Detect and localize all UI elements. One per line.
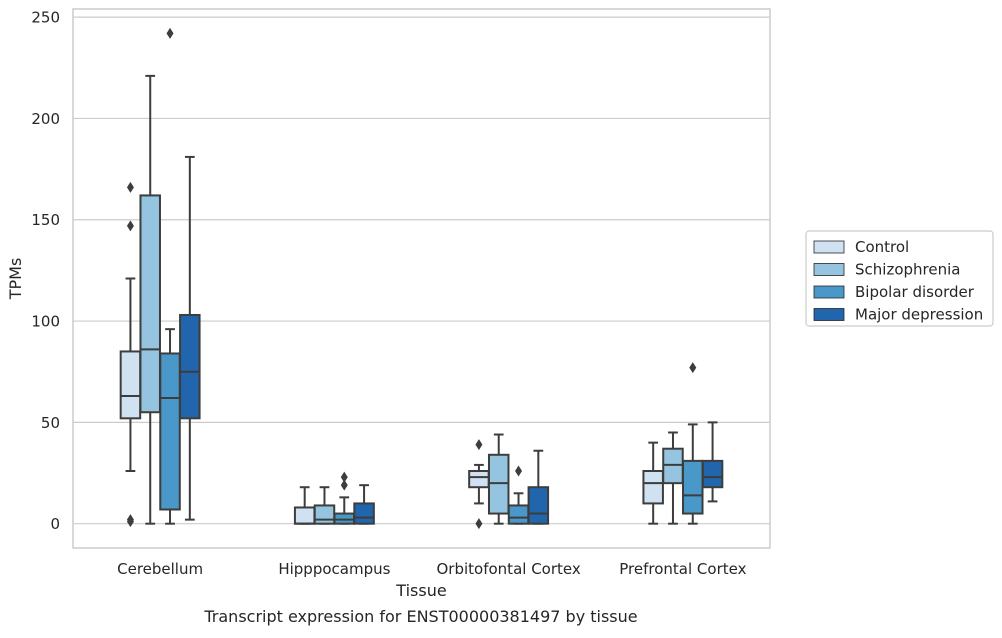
- box-iqr: [701, 459, 724, 489]
- box-control: [642, 441, 664, 525]
- box-iqr: [179, 313, 201, 420]
- outlier-point: [340, 471, 348, 483]
- outlier-point: [515, 465, 523, 477]
- box-control: [468, 439, 490, 530]
- x-tick-label: Cerebellum: [117, 560, 203, 578]
- y-tick-label: 50: [41, 414, 60, 432]
- box-control: [119, 181, 142, 528]
- legend-swatch: [813, 308, 845, 321]
- box-control: [293, 486, 316, 525]
- legend: Control Schizophrenia Bipolar disorder Majo…: [805, 230, 994, 327]
- outlier-point: [340, 479, 348, 491]
- box-iqr: [119, 350, 142, 420]
- box-iqr: [487, 453, 510, 515]
- legend-frame: [805, 230, 994, 327]
- box-iqr: [139, 194, 161, 414]
- box-schizophrenia: [313, 486, 336, 525]
- box-iqr: [507, 504, 530, 525]
- box-iqr: [527, 486, 550, 525]
- y-tick-label: 100: [31, 313, 60, 331]
- box-schizophrenia: [487, 433, 510, 525]
- legend-swatch: [813, 240, 845, 254]
- box-schizophrenia: [662, 431, 684, 525]
- x-tick-labels: Cerebellum Hipppocampus Orbitofontal Corte…: [117, 560, 746, 578]
- box-major-depression: [701, 421, 724, 503]
- legend-swatch: [813, 285, 845, 299]
- legend-label: Major depression: [855, 306, 983, 324]
- x-axis-label: Tissue: [395, 581, 446, 600]
- box-iqr: [353, 502, 375, 525]
- box-iqr: [333, 512, 356, 525]
- box-schizophrenia: [139, 74, 161, 525]
- figure-caption: Transcript expression for ENST0000038149…: [203, 607, 637, 626]
- boxes: [119, 27, 724, 530]
- outlier-point: [475, 518, 483, 530]
- y-tick-labels: 0 50 100 150 200 250: [31, 9, 60, 534]
- outlier-point: [475, 439, 483, 451]
- legend-label: Schizophrenia: [855, 261, 960, 279]
- legend-label: Control: [855, 238, 909, 256]
- outlier-point: [166, 27, 174, 39]
- x-tick-label: Prefrontal Cortex: [619, 560, 746, 578]
- box-iqr: [313, 504, 336, 525]
- box-bipolar-disorder: [682, 362, 704, 525]
- box-iqr: [662, 447, 684, 485]
- box-bipolar-disorder: [333, 471, 356, 525]
- legend-label: Bipolar disorder: [855, 283, 975, 301]
- y-tick-label: 250: [31, 9, 60, 27]
- outlier-point: [126, 516, 134, 528]
- y-tick-label: 0: [50, 515, 60, 533]
- y-axis-label: TPMs: [6, 258, 25, 301]
- x-tick-label: Orbitofontal Cortex: [437, 560, 581, 578]
- box-major-depression: [179, 155, 201, 521]
- y-tick-label: 150: [31, 211, 60, 229]
- box-bipolar-disorder: [507, 465, 530, 525]
- box-iqr: [468, 470, 490, 489]
- box-iqr: [642, 470, 664, 505]
- box-iqr: [159, 352, 181, 511]
- y-tick-label: 200: [31, 110, 60, 128]
- box-major-depression: [353, 484, 375, 525]
- outlier-point: [126, 181, 134, 193]
- legend-swatch: [813, 263, 845, 276]
- box-iqr: [682, 459, 704, 515]
- x-tick-label: Hipppocampus: [278, 560, 390, 578]
- box-major-depression: [527, 449, 550, 525]
- plot-frame: [72, 8, 771, 549]
- outlier-point: [689, 362, 697, 374]
- box-iqr: [293, 506, 316, 525]
- box-bipolar-disorder: [159, 27, 181, 525]
- outlier-point: [126, 220, 134, 232]
